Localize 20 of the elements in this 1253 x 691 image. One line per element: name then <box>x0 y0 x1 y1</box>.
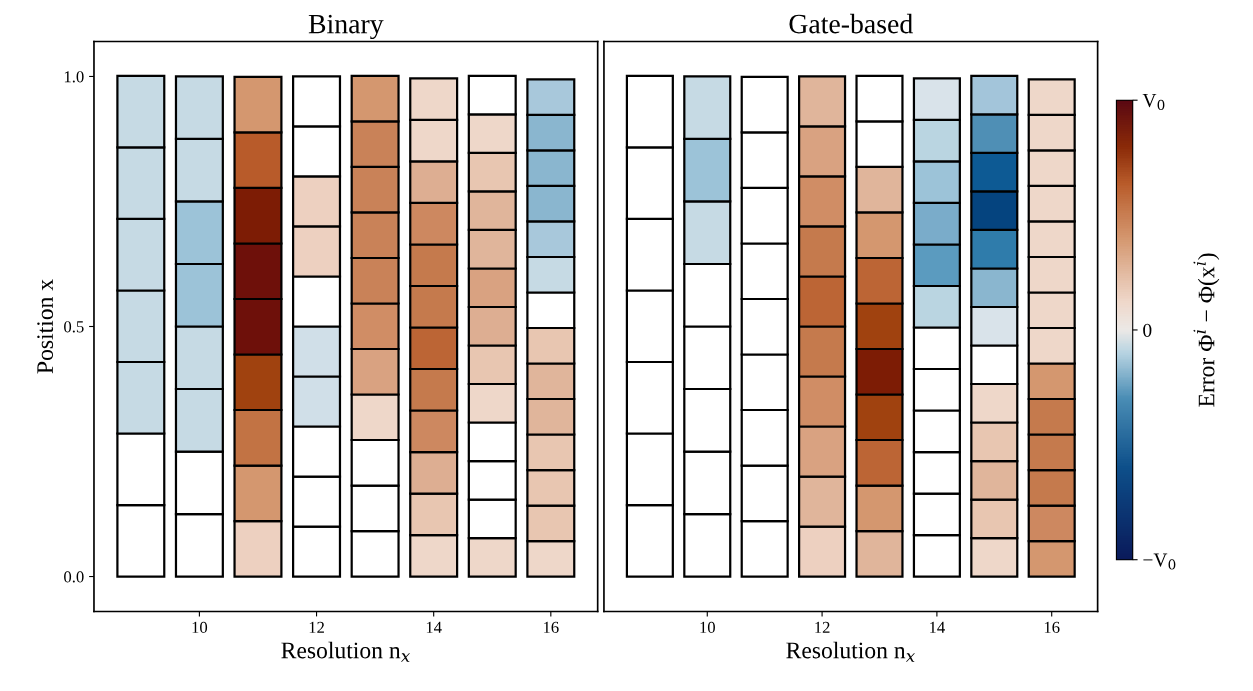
x-tick-label: 10 <box>700 621 715 633</box>
x-tick-label: 16 <box>1044 621 1060 633</box>
text: 0 <box>1143 323 1152 337</box>
x-axis-title: Resolution n$_{x}$ <box>281 641 410 662</box>
chart-title: Gate-based <box>789 13 913 34</box>
chart-title: Binary <box>308 14 384 40</box>
x-tick-label: 10 <box>192 621 208 633</box>
x-tick-label: 14 <box>930 621 945 633</box>
color-bar-title: Error Φ$^{i}$ − Φ(x$^{i}$) <box>1193 253 1220 407</box>
x-axis-title: Resolution n$_{x}$ <box>786 641 915 662</box>
text: −V$_{0}$ <box>1143 553 1176 570</box>
x-tick-label: 14 <box>426 621 442 633</box>
y-axis-title: Position x <box>37 279 54 374</box>
x-tick-label: 12 <box>815 621 830 633</box>
x-tick-label: 12 <box>309 621 324 633</box>
y-tick-label: 0.0 <box>64 571 84 583</box>
x-tick-label: 16 <box>543 621 559 633</box>
y-tick-label: 1.0 <box>64 71 84 83</box>
y-tick-label: 0.5 <box>64 321 84 333</box>
text: V$_{0}$ <box>1142 94 1165 111</box>
